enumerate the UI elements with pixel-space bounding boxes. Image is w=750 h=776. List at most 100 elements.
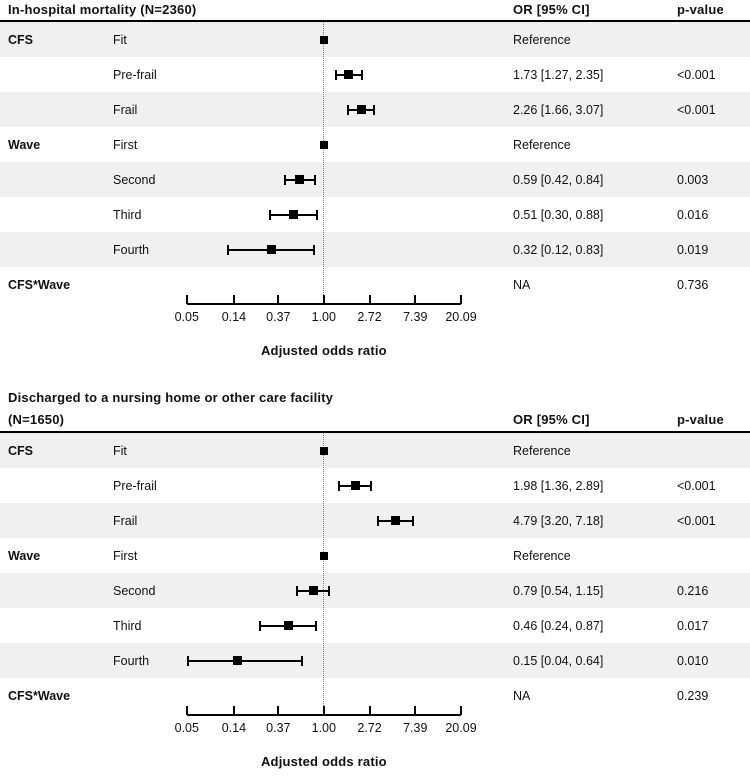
x-axis-tick: [185, 706, 188, 715]
row-or-value: NA: [513, 688, 531, 703]
ci-cap-right: [370, 480, 373, 491]
row-level-label: Pre-frail: [113, 67, 157, 82]
header-rule: [0, 20, 750, 22]
row-group-label: Wave: [8, 548, 41, 563]
table-row: Pre-frail 1.73 [1.27, 2.35] <0.001: [0, 57, 750, 92]
x-axis-tick: [322, 706, 325, 715]
reference-point-marker: [319, 140, 328, 149]
row-or-value: NA: [513, 277, 531, 292]
row-level-label: First: [113, 548, 138, 563]
x-axis-tick: [277, 295, 280, 304]
row-or-value: Reference: [513, 32, 571, 47]
p-column-header: p-value: [677, 412, 724, 427]
table-row: CFS*Wave NA 0.239: [0, 678, 750, 713]
ci-cap-left: [258, 620, 261, 631]
table-row: Wave First Reference: [0, 127, 750, 162]
x-axis-tick: [414, 706, 417, 715]
table-row: Third 0.46 [0.24, 0.87] 0.017: [0, 608, 750, 643]
row-group-label: CFS*Wave: [8, 277, 71, 292]
table-row: CFS Fit Reference: [0, 22, 750, 57]
row-group-label: Wave: [8, 137, 41, 152]
row-or-value: 0.51 [0.30, 0.88]: [513, 207, 604, 222]
point-estimate-marker: [283, 621, 293, 630]
x-axis-tick-label: 2.72: [357, 310, 382, 324]
x-axis-tick-label: 0.05: [174, 721, 199, 735]
x-axis-tick: [232, 706, 235, 715]
row-level-label: Frail: [113, 102, 138, 117]
ci-cap-left: [337, 480, 340, 491]
table-row: Fourth 0.15 [0.04, 0.64] 0.010: [0, 643, 750, 678]
row-p-value: <0.001: [677, 478, 716, 493]
row-or-value: 0.59 [0.42, 0.84]: [513, 172, 604, 187]
ci-cap-right: [313, 174, 316, 185]
row-level-label: First: [113, 137, 138, 152]
row-or-value: Reference: [513, 443, 571, 458]
row-p-value: 0.017: [677, 618, 709, 633]
x-axis-tick-label: 0.37: [266, 310, 291, 324]
row-or-value: Reference: [513, 548, 571, 563]
reference-point-marker: [319, 446, 328, 455]
row-p-value: 0.010: [677, 653, 709, 668]
point-estimate-marker: [267, 245, 277, 254]
point-estimate-marker: [232, 656, 242, 665]
table-row: CFS*Wave NA 0.736: [0, 267, 750, 302]
row-group-label: CFS: [8, 32, 33, 47]
ci-cap-left: [284, 174, 287, 185]
row-or-value: 1.98 [1.36, 2.89]: [513, 478, 604, 493]
row-or-value: 1.73 [1.27, 2.35]: [513, 67, 604, 82]
point-estimate-marker: [295, 175, 305, 184]
table-row: Second 0.59 [0.42, 0.84] 0.003: [0, 162, 750, 197]
ci-cap-left: [334, 69, 337, 80]
row-p-value: 0.016: [677, 207, 709, 222]
x-axis-tick: [460, 295, 462, 304]
reference-line: [323, 22, 325, 303]
table-row: CFS Fit Reference: [0, 433, 750, 468]
row-p-value: 0.239: [677, 688, 709, 703]
panel-2: Discharged to a nursing home or other ca…: [0, 388, 750, 776]
p-column-header: p-value: [677, 2, 724, 17]
point-estimate-marker: [344, 70, 354, 79]
ci-cap-right: [360, 69, 363, 80]
x-axis-tick: [322, 295, 325, 304]
row-p-value: <0.001: [677, 67, 716, 82]
reference-point-marker: [319, 551, 328, 560]
x-axis-tick: [277, 706, 280, 715]
ci-line: [186, 659, 304, 662]
x-axis-tick-label: 7.39: [403, 721, 428, 735]
x-axis-tick: [368, 706, 371, 715]
ci-cap-right: [301, 655, 304, 666]
row-or-value: Reference: [513, 137, 571, 152]
x-axis-tick-label: 7.39: [403, 310, 428, 324]
row-p-value: 0.736: [677, 277, 709, 292]
ci-cap-right: [328, 585, 331, 596]
ci-cap-left: [346, 104, 349, 115]
panel-title: Discharged to a nursing home or other ca…: [8, 390, 334, 405]
row-level-label: Third: [113, 618, 142, 633]
row-p-value: 0.019: [677, 242, 709, 257]
panel-1: In-hospital mortality (N=2360) OR [95% CI…: [0, 2, 750, 358]
row-level-label: Fit: [113, 443, 127, 458]
x-axis-tick: [368, 295, 371, 304]
ci-cap-right: [315, 209, 318, 220]
row-or-value: 0.79 [0.54, 1.15]: [513, 583, 604, 598]
row-level-label: Fit: [113, 32, 127, 47]
x-axis-title: Adjusted odds ratio: [260, 754, 387, 769]
x-axis-tick-label: 0.14: [221, 310, 247, 324]
panel-title: In-hospital mortality (N=2360): [8, 2, 197, 17]
ci-cap-left: [295, 585, 298, 596]
ci-cap-right: [373, 104, 376, 115]
row-or-value: 2.26 [1.66, 3.07]: [513, 102, 604, 117]
ci-cap-left: [376, 515, 379, 526]
ci-cap-left: [268, 209, 271, 220]
row-level-label: Third: [113, 207, 142, 222]
table-row: Wave First Reference: [0, 538, 750, 573]
or-column-header: OR [95% CI]: [513, 2, 590, 17]
x-axis-tick-label: 0.05: [174, 310, 199, 324]
row-group-label: CFS: [8, 443, 33, 458]
ci-cap-right: [315, 620, 318, 631]
ci-cap-left: [186, 655, 189, 666]
x-axis-line: [186, 714, 462, 716]
x-axis-tick-label: 2.72: [357, 721, 382, 735]
ci-cap-right: [313, 244, 316, 255]
table-row: Second 0.79 [0.54, 1.15] 0.216: [0, 573, 750, 608]
